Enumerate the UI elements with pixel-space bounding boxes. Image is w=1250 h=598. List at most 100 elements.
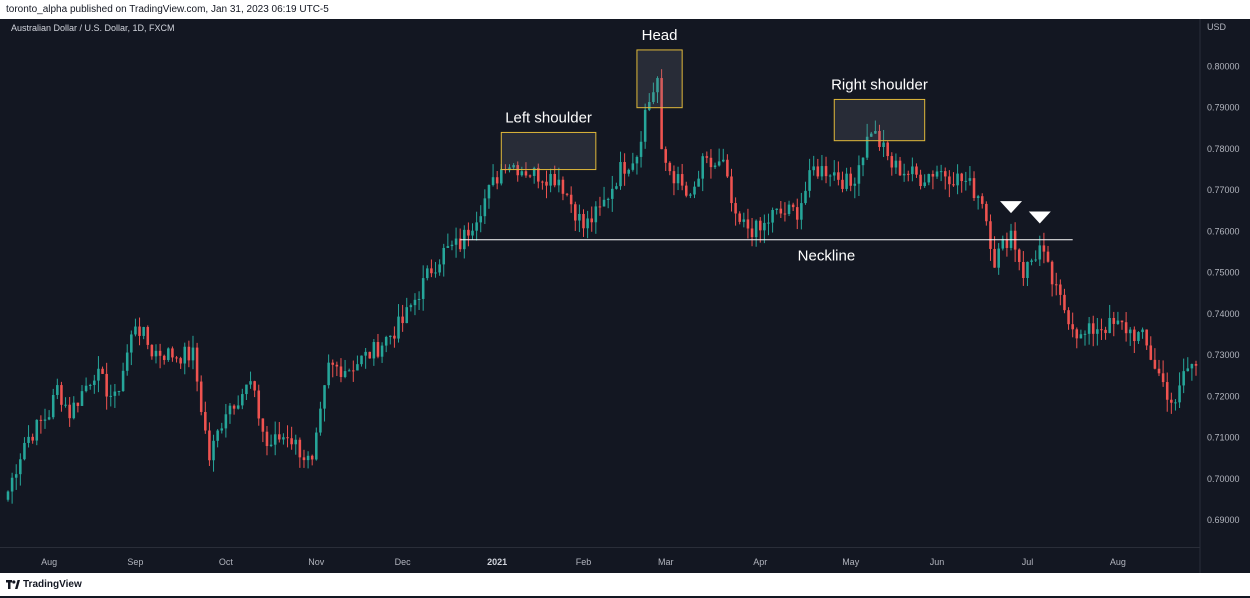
candle-body (261, 418, 265, 432)
candle-body (1042, 245, 1046, 252)
candle-body (1096, 329, 1099, 334)
candle-body (964, 180, 968, 182)
candle-body (458, 238, 462, 250)
candle-body (911, 166, 914, 175)
candle-body (113, 391, 117, 396)
candle-body (804, 190, 807, 204)
candle-body (446, 246, 450, 248)
y-tick-label: 0.79000 (1207, 103, 1240, 113)
candle-body (878, 130, 881, 148)
candle-body (1170, 399, 1173, 403)
candle-body (1022, 262, 1025, 278)
candle-body (1034, 259, 1037, 261)
candle-body (738, 213, 741, 222)
tradingview-logo[interactable]: TradingView (0, 573, 82, 596)
candle-body (742, 219, 746, 222)
candle-body (537, 167, 540, 182)
candle-body (545, 181, 548, 186)
candle-body (125, 352, 129, 371)
candle-body (1133, 329, 1136, 342)
candle-body (483, 198, 487, 217)
candle-body (828, 175, 832, 177)
candle-body (615, 186, 618, 189)
candle-body (14, 474, 18, 478)
candle-body (199, 381, 203, 412)
candle-body (923, 182, 926, 187)
candle-body (212, 440, 215, 461)
candle-body (516, 165, 520, 176)
retest-marker (1000, 201, 1023, 214)
candle-body (500, 168, 503, 184)
publish-info: toronto_alpha published on TradingView.c… (6, 4, 329, 15)
candle-body (865, 136, 869, 158)
candle-body (413, 299, 417, 306)
candle-body (1038, 245, 1042, 260)
y-tick-label: 0.69000 (1207, 515, 1240, 525)
candle-body (656, 78, 659, 93)
candle-body (183, 346, 187, 364)
candle-body (524, 171, 528, 176)
candle-body (236, 405, 240, 409)
candle-body (64, 404, 67, 406)
x-tick-label: 2021 (487, 557, 507, 567)
candle-body (171, 348, 174, 358)
candle-body (598, 206, 602, 208)
candle-body (1174, 402, 1177, 404)
candle-body (730, 176, 733, 204)
candle-body (919, 174, 922, 187)
candle-body (1091, 323, 1095, 334)
candle-body (72, 402, 76, 419)
candle-body (882, 142, 885, 148)
candle-body (734, 203, 737, 214)
candle-body (1153, 359, 1157, 369)
candle-body (820, 166, 824, 177)
candle-body (150, 344, 154, 357)
candle-body (1079, 334, 1083, 339)
candle-body (553, 173, 557, 186)
candle-body (360, 355, 363, 365)
candle-body (1067, 310, 1070, 325)
candle-body (939, 171, 943, 173)
candle-body (331, 362, 335, 365)
candle-body (606, 198, 610, 200)
candle-body (257, 390, 261, 419)
candle-body (417, 298, 421, 300)
candle-body (931, 173, 935, 177)
candle-body (549, 173, 552, 186)
pattern-box (500, 131, 597, 171)
candle-body (76, 402, 80, 406)
candle-body (701, 156, 704, 179)
pattern-label: Head (642, 27, 678, 44)
candle-body (364, 351, 367, 356)
candle-body (849, 173, 852, 186)
candle-body (1083, 333, 1087, 335)
candle-body (582, 213, 585, 229)
candle-body (442, 247, 446, 265)
candle-body (389, 335, 392, 337)
candle-body (39, 419, 43, 421)
candle-body (405, 307, 409, 324)
candle-body (985, 203, 988, 222)
candle-body (680, 174, 684, 186)
candle-body (269, 444, 273, 447)
y-tick-label: 0.75000 (1207, 268, 1240, 278)
candle-body (993, 248, 996, 268)
x-tick-label: Aug (1110, 557, 1126, 567)
candle-body (1182, 371, 1185, 386)
candle-body (915, 166, 918, 175)
candle-body (479, 216, 483, 223)
candle-body (837, 172, 840, 180)
x-tick-label: Nov (308, 557, 325, 567)
candlestick-chart[interactable]: 0.69000 0.70000 0.71000 0.72000 0.73000 0.740… (0, 19, 1250, 573)
pattern-box (833, 98, 926, 142)
y-tick-label: 0.74000 (1207, 309, 1240, 319)
candle-body (101, 368, 104, 374)
candle-body (1157, 368, 1161, 374)
candle-body (195, 347, 199, 382)
x-tick-label: Oct (219, 557, 234, 567)
x-tick-label: Dec (395, 557, 412, 567)
candle-body (574, 204, 577, 221)
candle-body (315, 432, 318, 460)
candle-body (779, 208, 783, 214)
candle-body (290, 438, 293, 445)
